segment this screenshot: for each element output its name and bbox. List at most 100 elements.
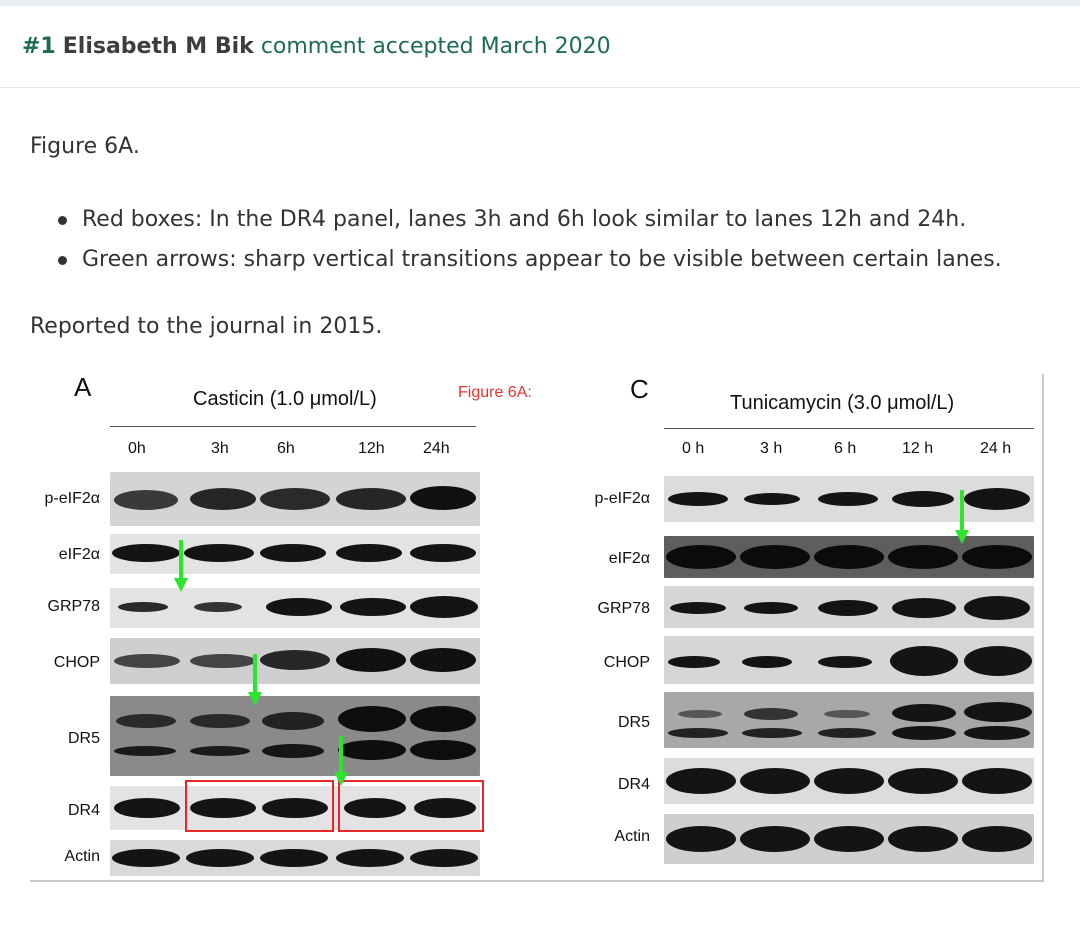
band [114,654,180,668]
band [666,768,736,794]
band [262,712,324,730]
panel-c-title: Tunicamycin (3.0 μmol/L) [730,392,955,414]
band [818,728,876,738]
band [962,545,1032,569]
band [116,714,176,728]
band [414,798,476,818]
comment-header: #1 Elisabeth M Bik comment accepted Marc… [0,6,1080,88]
band [194,602,242,612]
comment-header-line: #1 Elisabeth M Bik comment accepted Marc… [22,34,611,59]
band [190,746,250,756]
band [818,492,878,506]
band [668,656,720,668]
band [964,702,1032,722]
band [668,492,728,506]
panel-a-letter: A [74,372,92,402]
panel-a-lane-6h: 6h [277,440,295,457]
panel-c-blot-dr4 [664,758,1034,804]
band [336,488,406,510]
top-bar [0,0,1080,6]
band [190,654,256,668]
panel-a-label-actin: Actin [64,848,100,865]
band [266,598,332,616]
band [344,798,406,818]
comment-number[interactable]: #1 [22,34,56,59]
issue-red-boxes: Red boxes: In the DR4 panel, lanes 3h an… [58,200,1002,240]
panel-c-blot-dr5 [664,692,1034,748]
band [190,798,256,818]
panel-a-title-rule [110,426,476,427]
band [410,648,476,672]
western-blot-figure: A Casticin (1.0 μmol/L) Figure 6A: 0h 3h… [30,364,1050,886]
band [410,486,476,510]
panel-c-blot-p-eif2a [664,476,1034,522]
panel-c-blot-actin [664,814,1034,864]
band [962,826,1032,852]
band [262,798,328,818]
band [260,650,330,670]
band [340,598,406,616]
panel-a-label-grp78: GRP78 [47,598,100,615]
annotation-green-arrow [334,736,348,786]
band [410,740,476,760]
annotation-green-arrow [248,654,262,706]
panel-c-title-rule [664,428,1034,429]
figure-annotation-label: Figure 6A: [458,384,532,401]
band [964,488,1030,510]
panel-a-label-dr5: DR5 [67,730,100,747]
panel-a-label-dr4: DR4 [67,802,100,819]
band [260,488,330,510]
band [740,768,810,794]
panel-c-label-eif2a: eIF2α [608,550,650,567]
panel-c-lane-6h: 6 h [834,440,857,457]
panel-a-lane-24h: 24h [423,440,450,457]
band [190,488,256,510]
band [740,826,810,852]
panel-c-lane-12h: 12 h [902,440,934,457]
panel-a-blot-dr4 [110,786,480,830]
band [260,849,328,867]
comment-author[interactable]: Elisabeth M Bik [62,34,254,59]
comment-status: comment accepted March 2020 [260,34,611,59]
band [112,849,180,867]
reported-note: Reported to the journal in 2015. [30,314,383,339]
panel-a-label-eif2a: eIF2α [58,546,100,563]
band [824,710,870,718]
panel-c-lane-3h: 3 h [760,440,783,457]
panel-c-label-chop: CHOP [603,654,650,671]
band [410,596,478,618]
band [190,714,250,728]
band [336,849,404,867]
panel-a-label-p-eif2a: p-eIF2α [44,490,101,507]
band [260,544,326,562]
band [744,602,798,614]
panel-c-label-dr5: DR5 [617,714,650,731]
band [410,706,476,732]
band [114,490,178,510]
panel-c-label-actin: Actin [614,828,650,845]
band [678,710,722,718]
band [742,656,792,668]
issue-list: Red boxes: In the DR4 panel, lanes 3h an… [58,200,1002,280]
band [814,768,884,794]
band [184,544,254,562]
panel-a-title: Casticin (1.0 μmol/L) [193,388,377,410]
band [962,768,1032,794]
band [742,728,802,738]
band [888,545,958,569]
band [890,646,958,676]
band [814,826,884,852]
band [740,545,810,569]
figure-bottom-edge [30,880,1044,882]
panel-c-blot-grp78 [664,586,1034,628]
panel-a-blot-dr5 [110,696,480,776]
annotation-green-arrow [955,490,969,544]
panel-a-blot-p-eif2a [110,472,480,526]
band [818,656,872,668]
panel-c-lane-24h: 24 h [980,440,1012,457]
annotation-red-box-12h-24h [338,780,484,832]
band [114,746,176,756]
band [744,493,800,505]
band [338,740,406,760]
panel-c-letter: C [630,374,649,404]
